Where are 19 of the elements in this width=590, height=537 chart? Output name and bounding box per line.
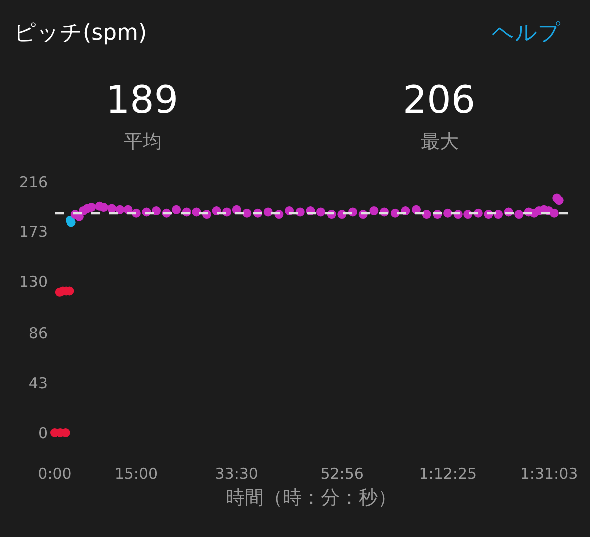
x-tick-label: 33:30 [215,465,258,483]
x-tick-label: 52:56 [320,465,364,483]
text: 最大 [421,131,459,153]
y-tick-label: 43 [28,374,48,392]
x-tick-label: 15:00 [114,465,158,483]
y-tick-label: 0 [38,424,48,442]
x-tick-label: 1:12:25 [419,465,478,483]
y-tick-label: 173 [19,223,48,242]
x-axis-title: 時間（時：分：秒） [226,486,397,509]
x-tick-label: 1:31:03 [520,465,578,483]
text: 189 [106,78,179,122]
text: ヘルプ [492,21,561,46]
text: 平均 [124,131,162,153]
chart-title: ピッチ(spm) [14,21,148,46]
y-tick-label: 130 [19,273,48,292]
text: 206 [403,78,476,122]
y-tick-label: 216 [19,173,48,192]
x-tick-label: 0:00 [38,465,72,483]
y-tick-label: 86 [28,324,48,342]
